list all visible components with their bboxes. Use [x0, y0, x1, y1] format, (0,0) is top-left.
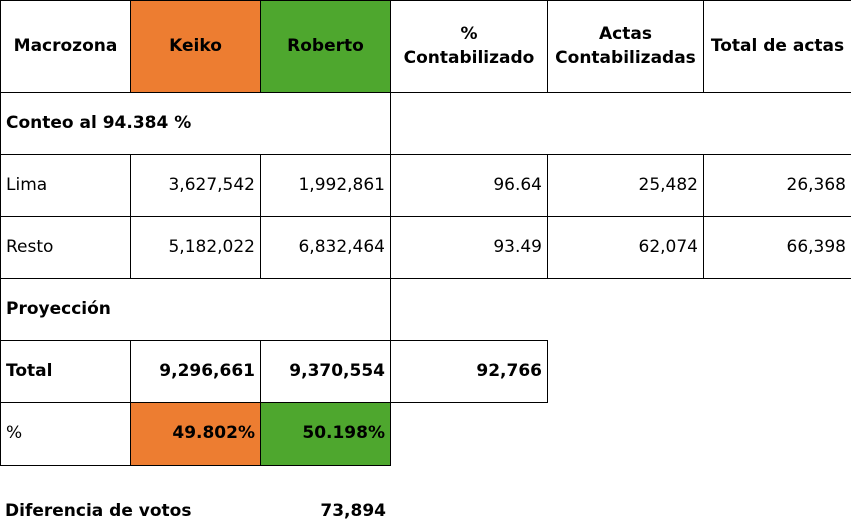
data-cell: 1,992,861	[260, 154, 391, 217]
section-label: Proyección	[0, 278, 391, 341]
data-cell: 66,398	[703, 216, 851, 279]
data-cell: 93.49	[390, 216, 548, 279]
section-label: Conteo al 94.384 %	[0, 92, 391, 155]
percent-cell: 49.802%	[130, 402, 261, 466]
header-cell: Macrozona	[0, 0, 131, 93]
data-cell: 96.64	[390, 154, 548, 217]
data-cell: 6,832,464	[260, 216, 391, 279]
data-cell: 26,368	[703, 154, 851, 217]
data-cell: 62,074	[547, 216, 704, 279]
data-cell: 25,482	[547, 154, 704, 217]
data-cell: 3,627,542	[130, 154, 261, 217]
header-cell: Actas Contabilizadas	[547, 0, 704, 93]
header-cell: Total de actas	[703, 0, 851, 93]
data-cell: Resto	[0, 216, 131, 279]
total-cell: 9,370,554	[260, 340, 391, 403]
total-cell: 92,766	[390, 340, 548, 403]
percent-cell: 50.198%	[260, 402, 391, 466]
data-cell: Lima	[0, 154, 131, 217]
header-cell: Roberto	[260, 0, 391, 93]
difference-value: 73,894	[320, 500, 386, 521]
difference-label: Diferencia de votos	[5, 500, 192, 521]
percent-cell: %	[0, 402, 131, 466]
total-cell: 9,296,661	[130, 340, 261, 403]
total-cell: Total	[0, 340, 131, 403]
empty-cell	[390, 92, 851, 155]
data-cell: 5,182,022	[130, 216, 261, 279]
header-cell: % Contabilizado	[390, 0, 548, 93]
header-cell: Keiko	[130, 0, 261, 93]
